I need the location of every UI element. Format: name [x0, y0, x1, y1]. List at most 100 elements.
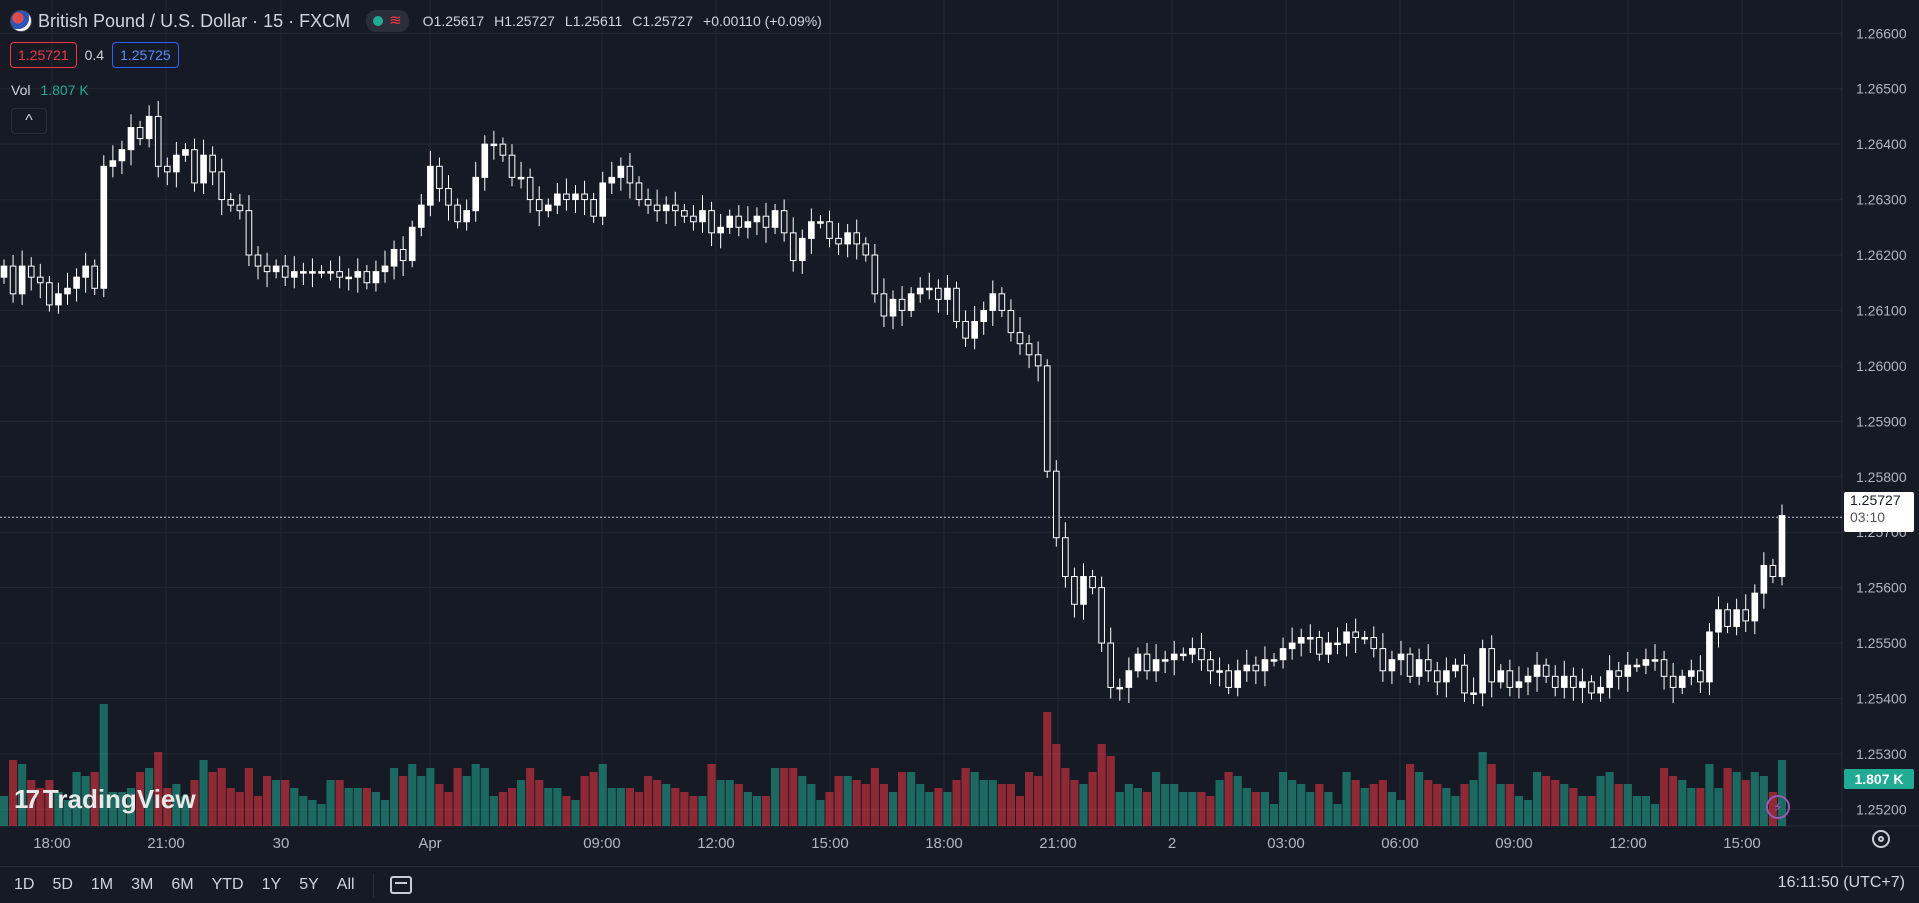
- volume-bar: [1741, 780, 1750, 826]
- candle-body: [1325, 642, 1332, 655]
- volume-bar: [380, 800, 390, 826]
- time-tick-label: 06:00: [1381, 835, 1419, 852]
- candle-body: [1297, 637, 1305, 644]
- range-5y[interactable]: 5Y: [299, 876, 319, 893]
- candle-body: [817, 221, 824, 224]
- price-tick-label: 1.26100: [1856, 302, 1907, 318]
- volume-bar: [752, 796, 762, 826]
- candle-body: [1216, 670, 1223, 673]
- price-tick-label: 1.25400: [1856, 690, 1907, 706]
- volume-bar: [317, 804, 326, 826]
- volume-bar: [353, 788, 362, 826]
- volume-bar: [1115, 792, 1124, 826]
- candle-body: [1170, 653, 1178, 661]
- go-to-date-calendar-icon[interactable]: [389, 876, 412, 894]
- candle-body: [907, 293, 915, 311]
- candle-body: [145, 115, 153, 140]
- volume-bar: [1233, 776, 1242, 826]
- candle-body: [1343, 631, 1350, 644]
- candle-body: [1642, 659, 1650, 666]
- volume-bar: [1324, 792, 1333, 826]
- volume-legend[interactable]: Vol 1.807 K: [11, 82, 89, 98]
- symbol-legend[interactable]: British Pound / U.S. Dollar · 15 · FXCM …: [10, 8, 822, 34]
- candle-body: [1107, 642, 1115, 688]
- range-1y[interactable]: 1Y: [261, 876, 282, 893]
- volume-bar: [290, 788, 299, 826]
- volume-bar: [1777, 760, 1787, 826]
- candle-body: [517, 176, 525, 180]
- market-open-icon: [373, 16, 384, 26]
- volume-bar: [172, 784, 181, 826]
- collapse-legend-button[interactable]: ^: [11, 108, 47, 134]
- candle-body: [336, 271, 343, 278]
- candle-body: [345, 276, 353, 280]
- candle-body: [699, 210, 706, 223]
- volume-bar: [471, 764, 480, 826]
- buy-button[interactable]: 1.25725: [112, 42, 179, 68]
- volume-bar: [1052, 744, 1061, 826]
- candle-body: [200, 154, 207, 184]
- price-tick-label: 1.26500: [1856, 81, 1907, 97]
- candle-body: [563, 193, 570, 201]
- bar-countdown: 03:10: [1850, 509, 1886, 525]
- volume-bar: [816, 800, 825, 826]
- candle-body: [871, 254, 879, 295]
- high-value: 1.25727: [504, 13, 555, 29]
- candle-body: [1161, 659, 1169, 662]
- candle-body: [953, 287, 960, 323]
- range-3m[interactable]: 3M: [131, 876, 154, 893]
- volume-bar: [1224, 772, 1233, 826]
- volume-bar: [798, 776, 807, 826]
- chart-canvas[interactable]: 1.26600 1.26500 1.26400 1.26300 1.26200 1.261…: [0, 0, 1919, 866]
- time-tick-label: 15:00: [1723, 835, 1761, 852]
- candle-body: [73, 276, 80, 289]
- chart-settings-icon[interactable]: [1872, 830, 1890, 848]
- volume-bar: [262, 776, 272, 826]
- volume-bar: [1532, 772, 1542, 826]
- candle-body: [717, 226, 724, 234]
- candle-body: [1597, 686, 1604, 694]
- volume-bar: [1260, 792, 1270, 826]
- market-status[interactable]: ≋: [366, 10, 409, 32]
- volume-bar: [1151, 772, 1161, 826]
- tradingview-watermark[interactable]: 17 TradingView: [14, 784, 196, 815]
- volume-bar: [888, 792, 898, 826]
- range-1d[interactable]: 1D: [14, 876, 35, 893]
- candle-body: [1579, 681, 1586, 688]
- range-ytd[interactable]: YTD: [211, 876, 244, 893]
- volume-bar: [1696, 788, 1705, 826]
- volume-bar: [1632, 796, 1641, 826]
- volume-bar: [1396, 800, 1406, 826]
- candle-body: [1433, 670, 1441, 683]
- candle-body: [454, 204, 461, 223]
- candle-body: [1778, 515, 1786, 578]
- volume-bar: [1133, 788, 1143, 826]
- sell-button[interactable]: 1.25721: [10, 42, 77, 68]
- volume-bar: [925, 792, 934, 826]
- volume-bar: [417, 776, 426, 826]
- candle-body: [998, 293, 1006, 311]
- utc-clock[interactable]: 16:11:50 (UTC+7): [1777, 874, 1905, 891]
- candle-body: [46, 282, 53, 306]
- volume-bar: [1342, 772, 1351, 826]
- range-all[interactable]: All: [336, 876, 355, 893]
- volume-bar: [1605, 772, 1614, 826]
- range-6m[interactable]: 6M: [171, 876, 194, 893]
- time-tick-label: 2: [1168, 835, 1176, 852]
- volume-bar: [1061, 768, 1070, 826]
- volume-bar: [544, 788, 553, 826]
- range-5d[interactable]: 5D: [52, 876, 73, 893]
- symbol-title[interactable]: British Pound / U.S. Dollar · 15 · FXCM: [38, 10, 351, 31]
- volume-bar: [916, 784, 925, 826]
- range-1m[interactable]: 1M: [90, 876, 114, 893]
- candle-body: [1370, 637, 1378, 650]
- lightning-icon[interactable]: ⚡: [1766, 795, 1790, 819]
- volume-bar: [1333, 804, 1342, 826]
- volume-bar: [607, 788, 616, 826]
- volume-bar: [63, 800, 72, 826]
- price-tick-label: 1.26300: [1856, 192, 1907, 208]
- candle-body: [1034, 354, 1042, 367]
- volume-bar: [734, 784, 743, 826]
- volume-bar: [163, 788, 172, 826]
- candle-body: [1769, 564, 1777, 578]
